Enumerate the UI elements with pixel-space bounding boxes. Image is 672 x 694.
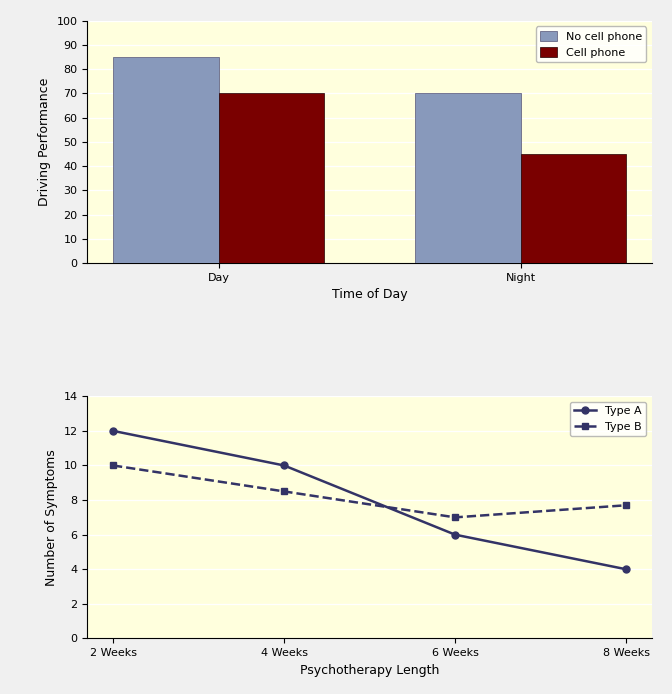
X-axis label: Time of Day: Time of Day <box>332 288 407 301</box>
Bar <box>415 94 521 263</box>
Type A <box>622 565 630 573</box>
Bar <box>218 94 325 263</box>
Type A <box>109 427 117 435</box>
Type B <box>451 513 459 521</box>
Line: Type B: Type B <box>110 462 630 520</box>
Type B <box>280 487 288 496</box>
Legend: No cell phone, Cell phone: No cell phone, Cell phone <box>536 26 646 62</box>
Bar <box>113 57 218 263</box>
Type B <box>622 501 630 509</box>
Line: Type A: Type A <box>110 428 630 573</box>
Type A <box>280 462 288 470</box>
Type B <box>109 462 117 470</box>
Y-axis label: Number of Symptoms: Number of Symptoms <box>45 449 58 586</box>
Legend: Type A, Type B: Type A, Type B <box>570 402 646 437</box>
Y-axis label: Driving Performance: Driving Performance <box>38 78 51 206</box>
Type A <box>451 530 459 539</box>
Bar <box>521 154 626 263</box>
X-axis label: Psychotherapy Length: Psychotherapy Length <box>300 663 439 677</box>
